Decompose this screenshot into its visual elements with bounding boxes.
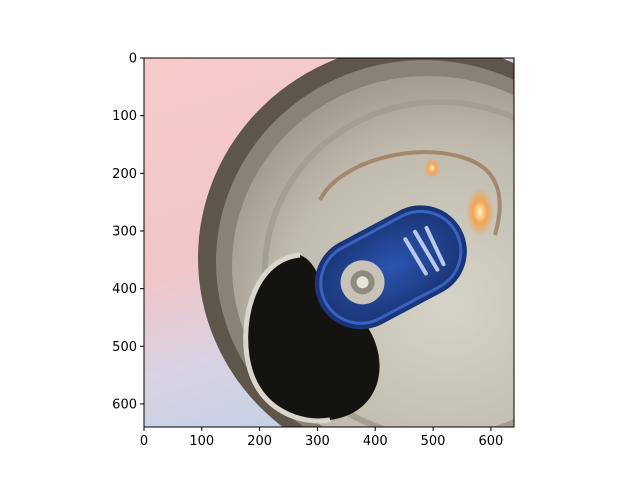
x-tick-label: 400 — [363, 434, 388, 449]
y-tick-label: 500 — [112, 340, 137, 355]
claw-logo-icon — [403, 225, 446, 276]
x-tick-label: 100 — [189, 434, 214, 449]
x-tick-label: 0 — [140, 434, 148, 449]
can-opening — [245, 255, 380, 421]
y-tick-label: 200 — [112, 167, 137, 182]
y-tick-label: 600 — [112, 397, 137, 412]
y-tick-label: 0 — [129, 52, 137, 67]
y-tick-label: 100 — [112, 109, 137, 124]
y-axis: 0 100 200 300 400 500 600 — [112, 52, 144, 412]
plot-frame — [143, 57, 515, 428]
x-tick-label: 600 — [478, 434, 503, 449]
can-photo — [144, 58, 514, 427]
x-axis: 0 100 200 300 400 500 600 — [140, 427, 503, 449]
x-tick-label: 200 — [247, 434, 272, 449]
pull-tab — [314, 205, 467, 330]
y-tick-label: 300 — [112, 224, 137, 239]
x-tick-label: 300 — [305, 434, 330, 449]
y-tick-label: 400 — [112, 282, 137, 297]
x-tick-label: 500 — [421, 434, 446, 449]
